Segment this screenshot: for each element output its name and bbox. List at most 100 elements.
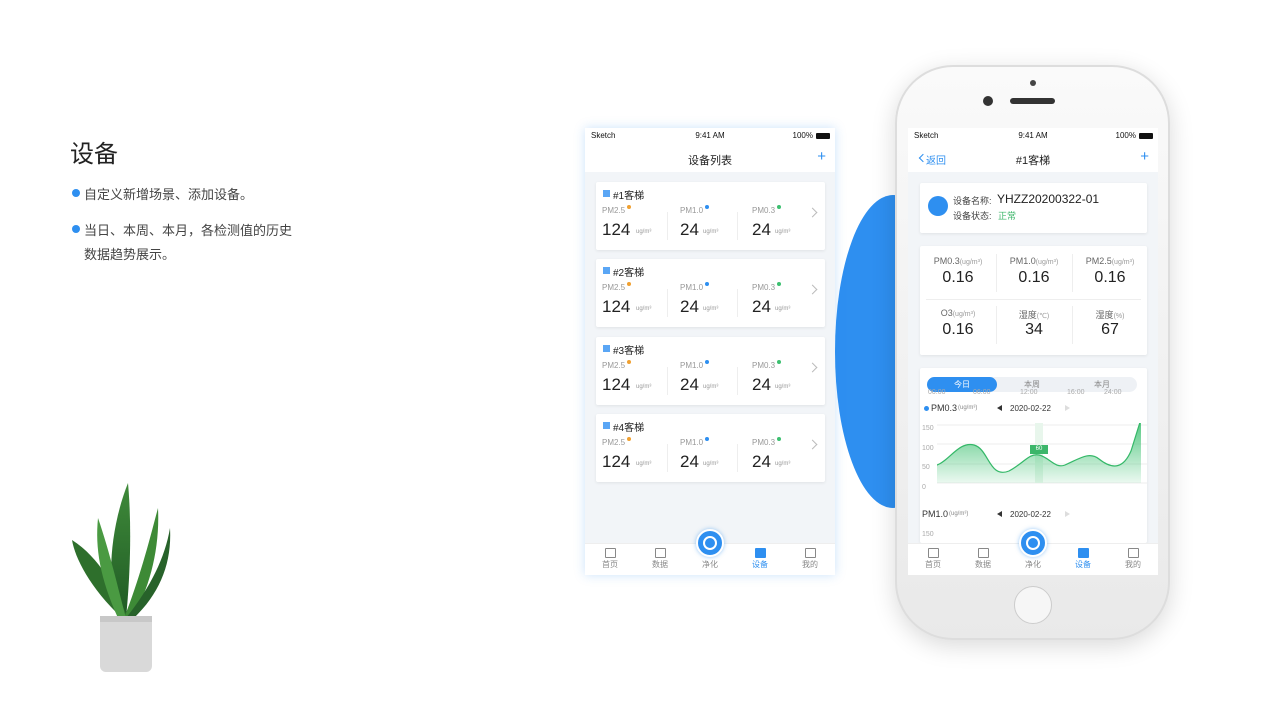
x-tick-label: 24:00 [1104, 389, 1122, 396]
date-next[interactable] [1065, 511, 1070, 517]
reading-unit: (%) [1113, 313, 1125, 320]
battery-level: 100% [792, 131, 813, 140]
carrier: Sketch [591, 131, 616, 140]
tab-label[interactable]: 设备 [752, 560, 768, 569]
purify-icon [703, 536, 717, 550]
metric-dot [705, 359, 709, 364]
device-card[interactable]: #3客梯 PM2.5 124 ug/m³ PM1.0 24 ug/m³ PM0.3 24 ug/m… [596, 336, 825, 405]
y-tick-label: 50 [922, 464, 930, 471]
screen-title: #1客梯 [1015, 155, 1051, 167]
marker-label: 60 [1035, 446, 1043, 452]
metric-label: PM2.5 [602, 283, 626, 293]
period-tab[interactable]: 今日 [927, 377, 997, 392]
tab-icon [605, 548, 616, 558]
date-next[interactable] [1065, 405, 1070, 411]
y-tick-label: 0 [922, 483, 926, 491]
add-button[interactable]: + [1140, 148, 1149, 165]
device-name: YHZZ20200322-01 [997, 192, 1100, 206]
metric-dot [705, 282, 709, 287]
plant [72, 483, 171, 672]
reading-name: PM2.5 [1085, 256, 1112, 266]
device-card[interactable]: #2客梯 PM2.5 124 ug/m³ PM1.0 24 ug/m³ PM0.3 24 ug/m… [596, 259, 825, 328]
tab-icon [755, 548, 766, 558]
metric-value: 124 [602, 451, 631, 471]
tab-icon [655, 548, 666, 558]
x-tick-label: 06:00 [973, 389, 991, 396]
reading-value: 0.16 [1094, 269, 1126, 286]
metric-unit: ug/m³ [775, 383, 791, 390]
device-icon [603, 267, 610, 275]
bullet-dot [72, 225, 80, 233]
chevron [807, 362, 818, 373]
reading-label: PM1.0(ug/m³) [996, 256, 1072, 266]
divider [667, 366, 668, 395]
reading-label: 湿度(%) [1072, 308, 1148, 321]
device-card[interactable]: #4客梯 PM2.5 124 ug/m³ PM1.0 24 ug/m³ PM0.3 24 ug/m… [596, 413, 825, 482]
device-list-screen: Sketch 9:41 AM 100% 设备列表 + #1客梯 PM2.5 124 ug/m³ P… [585, 128, 835, 575]
divider [1072, 254, 1073, 292]
tab-label[interactable]: 设备 [1075, 560, 1091, 569]
reading-name: PM1.0 [1009, 256, 1036, 266]
metric-dot [777, 359, 781, 364]
device-name: #3客梯 [613, 345, 645, 357]
divider [926, 299, 1141, 300]
reading-unit: (ug/m³) [1111, 259, 1135, 266]
tab-label[interactable]: 我的 [802, 560, 818, 569]
metric-label: PM1.0 [680, 206, 704, 215]
metric-value: 24 [752, 220, 771, 239]
tab-icon [805, 548, 816, 558]
date-prev[interactable] [997, 511, 1002, 517]
tab-label[interactable]: 首页 [602, 560, 618, 569]
metric-value: 124 [602, 374, 631, 394]
date-prev[interactable] [997, 405, 1002, 411]
battery-level: 100% [1115, 131, 1136, 140]
tab-label[interactable]: 数据 [652, 560, 668, 569]
chevron [807, 284, 818, 295]
x-tick-label: 00:00 [928, 389, 946, 396]
series-label: PM1.0 [922, 509, 949, 519]
bullet-text: 当日、本周、本月，各检测值的历史数据趋势展示。 [84, 223, 293, 262]
back-button[interactable]: 返回 [926, 156, 946, 167]
tab-label[interactable]: 数据 [975, 560, 991, 569]
reading-unit: (℃) [1036, 313, 1050, 320]
bullet-dot [72, 189, 80, 197]
series-unit: (ug/m³) [958, 405, 978, 411]
tab-label[interactable]: 净化 [1025, 560, 1041, 569]
metric-dot [777, 282, 781, 287]
metric-value: 24 [680, 297, 699, 317]
metric-unit: ug/m³ [636, 229, 652, 235]
device-card: 设备名称: YHZZ20200322-01 设备状态: 正常 [920, 183, 1147, 233]
tab-label[interactable]: 我的 [1125, 560, 1141, 569]
divider [996, 306, 997, 344]
metric-unit: ug/m³ [636, 306, 652, 313]
reading-label: PM2.5(ug/m³) [1072, 256, 1148, 266]
status-label: 设备状态: [953, 211, 992, 221]
metric-label: PM0.3 [752, 437, 776, 447]
home-button[interactable] [1014, 586, 1052, 624]
reading-name: 湿度 [1018, 310, 1037, 320]
battery-icon [1139, 133, 1153, 139]
reading-label: 湿度(℃) [996, 308, 1072, 321]
period-tab[interactable]: 本周 [1024, 380, 1040, 389]
reading-label: O3(ug/m³) [920, 308, 996, 318]
divider [667, 289, 668, 318]
device-card[interactable]: #1客梯 PM2.5 124 ug/m³ PM1.0 24 ug/m³ PM0.3 24 ug/m… [596, 182, 825, 250]
metric-unit: ug/m³ [775, 306, 791, 313]
metric-value: 24 [680, 451, 699, 471]
tab-label[interactable]: 净化 [702, 560, 718, 569]
metric-dot [627, 359, 631, 364]
add-button[interactable]: + [817, 148, 826, 165]
purify-button[interactable] [696, 529, 724, 557]
tab-icon [1078, 548, 1089, 558]
carrier: Sketch [914, 131, 939, 140]
date-label: 2020-02-22 [1010, 510, 1051, 519]
tab-label[interactable]: 首页 [925, 560, 941, 569]
device-status: 正常 [998, 211, 1017, 221]
metric-label: PM0.3 [752, 283, 776, 293]
metric-dot [627, 282, 631, 287]
tab-icon [978, 548, 989, 558]
device-icon [928, 196, 948, 216]
divider [1072, 306, 1073, 344]
period-tab[interactable]: 本月 [1094, 380, 1110, 389]
reading-name: O3 [940, 308, 953, 318]
